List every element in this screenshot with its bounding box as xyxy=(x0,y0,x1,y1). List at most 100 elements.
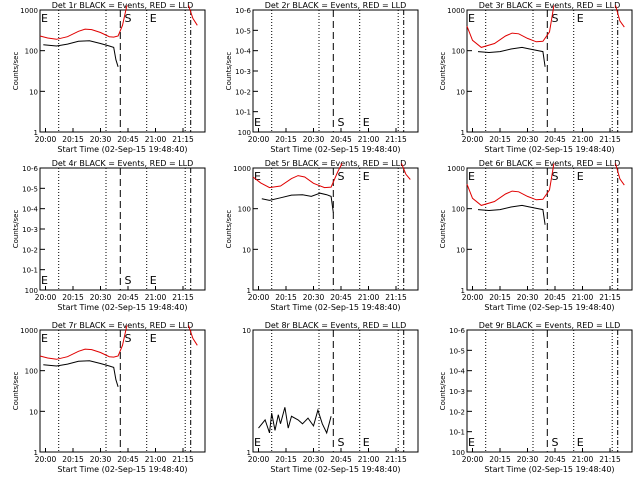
plot-frame xyxy=(252,329,419,453)
x-tick-label: 20:15 xyxy=(275,135,297,144)
chart-panel-6: Det 6r BLACK = Events, RED = LLD 20:00 20:… xyxy=(439,159,633,312)
chart-title: Det 8r BLACK = Events, RED = LLD xyxy=(265,321,407,330)
x-tick-label: 21:00 xyxy=(145,135,167,144)
x-axis-label: Start Time (02-Sep-15 19:48:40) xyxy=(57,145,187,154)
marker-e-end: E xyxy=(577,436,584,449)
x-tick-label: 20:45 xyxy=(330,455,352,464)
chart-title: Det 5r BLACK = Events, RED = LLD xyxy=(265,159,407,168)
chart-title: Det 1r BLACK = Events, RED = LLD xyxy=(52,1,194,10)
y-tick-label: 1000 xyxy=(20,7,38,15)
chart-title: Det 9r BLACK = Events, RED = LLD xyxy=(479,321,621,330)
x-axis-label: Start Time (02-Sep-15 19:48:40) xyxy=(57,465,187,474)
x-tick-label: 20:00 xyxy=(462,135,484,144)
y-tick-label: 1000 xyxy=(447,7,465,15)
events-series-line xyxy=(43,360,119,387)
x-tick-label: 20:30 xyxy=(90,293,112,302)
chart-title: Det 2r BLACK = Events, RED = LLD xyxy=(265,1,407,10)
x-axis-label: Start Time (02-Sep-15 19:48:40) xyxy=(484,465,614,474)
chart-panel-4: Det 4r BLACK = Events, RED = LLD 20:00 20:… xyxy=(12,159,206,312)
chart-title: Det 3r BLACK = Events, RED = LLD xyxy=(479,1,621,10)
y-axis-label: Counts/sec xyxy=(12,210,20,249)
x-tick-label: 21:00 xyxy=(145,293,167,302)
x-tick-label: 20:00 xyxy=(248,455,270,464)
x-tick-label: 20:00 xyxy=(462,455,484,464)
marker-e-end: E xyxy=(150,332,157,345)
x-tick-label: 20:00 xyxy=(248,293,270,302)
y-tick-label: 1 xyxy=(34,449,38,457)
x-tick-label: 20:45 xyxy=(544,293,566,302)
y-tick-label: 100 xyxy=(452,48,465,56)
y-tick-label: 10-5 xyxy=(235,27,251,35)
plot-frame xyxy=(252,9,419,133)
y-axis-label: Counts/sec xyxy=(439,372,447,411)
marker-s: S xyxy=(125,12,132,25)
y-tick-label: 10-1 xyxy=(449,429,465,437)
x-tick-label: 21:15 xyxy=(172,135,194,144)
lld-series-tail xyxy=(188,325,198,346)
events-series-line xyxy=(477,204,546,225)
chart-panel-1: Det 1r BLACK = Events, RED = LLD 20:00 20:… xyxy=(12,1,206,154)
x-tick-label: 20:45 xyxy=(117,293,139,302)
y-tick-label: 100 xyxy=(452,449,465,457)
x-tick-label: 21:00 xyxy=(572,293,594,302)
y-tick-label: 1 xyxy=(247,449,251,457)
x-tick-label: 21:00 xyxy=(358,135,380,144)
marker-e-end: E xyxy=(363,170,370,183)
y-tick-label: 10-1 xyxy=(235,109,251,117)
y-tick-label: 100 xyxy=(25,287,38,295)
marker-s: S xyxy=(552,170,559,183)
chart-title: Det 7r BLACK = Events, RED = LLD xyxy=(52,321,194,330)
x-tick-label: 21:15 xyxy=(172,293,194,302)
marker-s: S xyxy=(338,436,345,449)
marker-e-start: E xyxy=(254,116,261,129)
y-tick-label: 1 xyxy=(247,287,251,295)
x-tick-label: 20:00 xyxy=(35,293,57,302)
y-tick-label: 1 xyxy=(461,129,465,137)
marker-s: S xyxy=(338,170,345,183)
y-tick-label: 10-3 xyxy=(22,226,38,234)
y-axis-label: Counts/sec xyxy=(439,210,447,249)
marker-s: S xyxy=(338,116,345,129)
y-tick-label: 1000 xyxy=(20,327,38,335)
marker-e-start: E xyxy=(254,436,261,449)
x-axis-label: Start Time (02-Sep-15 19:48:40) xyxy=(484,303,614,312)
x-axis-label: Start Time (02-Sep-15 19:48:40) xyxy=(270,465,400,474)
x-tick-label: 21:00 xyxy=(145,455,167,464)
chart-panel-5: Det 5r BLACK = Events, RED = LLD 20:00 20:… xyxy=(225,159,419,312)
marker-e-end: E xyxy=(150,274,157,287)
x-tick-label: 20:00 xyxy=(35,135,57,144)
x-tick-label: 20:30 xyxy=(517,455,539,464)
y-tick-label: 10 xyxy=(456,88,465,96)
marker-e-start: E xyxy=(41,332,48,345)
y-axis-label: Counts/sec xyxy=(12,372,20,411)
x-axis-label: Start Time (02-Sep-15 19:48:40) xyxy=(270,303,400,312)
marker-e-end: E xyxy=(150,12,157,25)
y-tick-label: 10 xyxy=(29,408,38,416)
y-tick-label: 10-5 xyxy=(22,185,38,193)
y-tick-label: 100 xyxy=(25,48,38,56)
chart-panel-3: Det 3r BLACK = Events, RED = LLD 20:00 20:… xyxy=(439,1,633,154)
x-tick-label: 20:45 xyxy=(330,135,352,144)
y-axis-label: Counts/sec xyxy=(225,210,233,249)
x-tick-label: 21:15 xyxy=(599,455,621,464)
marker-e-end: E xyxy=(577,12,584,25)
lld-series-line xyxy=(252,163,343,189)
chart-panel-2: Det 2r BLACK = Events, RED = LLD 20:00 20:… xyxy=(225,1,419,154)
y-axis-label: Counts/sec xyxy=(439,52,447,91)
x-tick-label: 20:15 xyxy=(275,293,297,302)
marker-e-end: E xyxy=(363,436,370,449)
plot-frame xyxy=(466,9,633,133)
x-tick-label: 20:45 xyxy=(544,135,566,144)
chart-panel-9: Det 9r BLACK = Events, RED = LLD 20:00 20:… xyxy=(439,321,633,474)
x-tick-label: 21:00 xyxy=(572,455,594,464)
x-tick-label: 20:15 xyxy=(62,135,84,144)
lld-series-tail xyxy=(401,163,411,180)
events-series-line xyxy=(258,407,332,435)
plot-frame xyxy=(39,329,206,453)
x-tick-label: 20:15 xyxy=(489,455,511,464)
plot-frame xyxy=(39,9,206,133)
y-tick-label: 10-4 xyxy=(235,48,251,56)
marker-s: S xyxy=(552,436,559,449)
lld-series-line xyxy=(466,163,555,206)
chart-panel-8: Det 8r BLACK = Events, RED = LLD 20:00 20:… xyxy=(242,321,419,474)
